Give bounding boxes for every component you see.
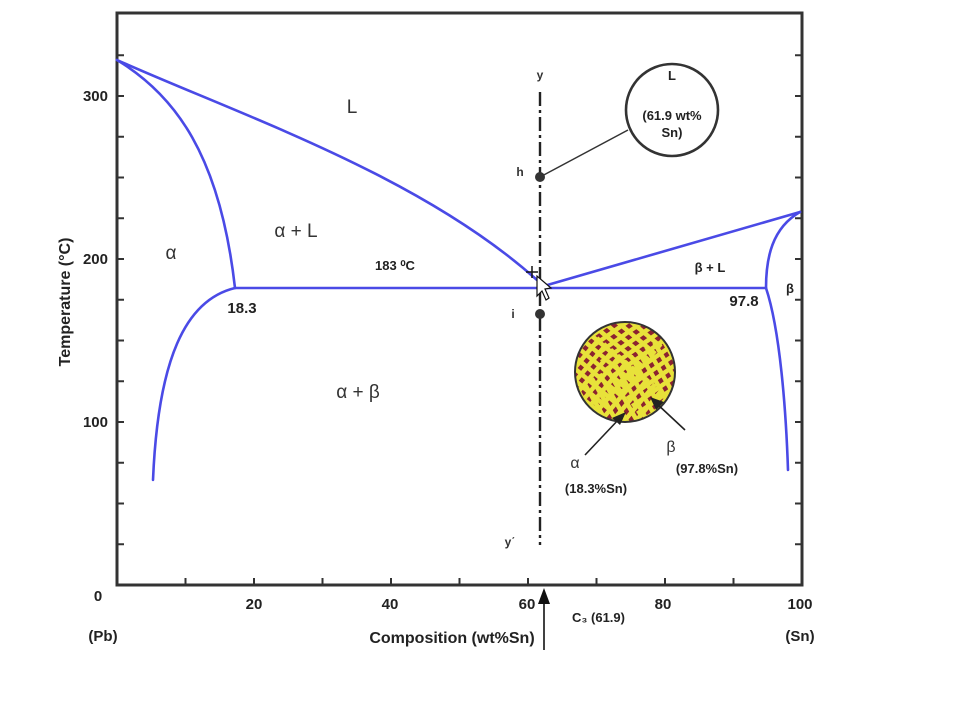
region-alpha-beta: α + β [336, 382, 380, 403]
region-alpha: α [166, 243, 177, 264]
beta-label: β [666, 439, 675, 456]
x-tick-label: 0 [94, 588, 102, 605]
liquid-callout-text-line2: Sn) [662, 125, 683, 140]
y-tick-label: 300 [83, 88, 108, 105]
eutectic-temperature-label: 183 ⁰C [375, 258, 416, 273]
x-tick-label: 60 [519, 596, 536, 613]
alpha-composition: (18.3%Sn) [565, 481, 627, 496]
alpha-lamella [594, 322, 663, 357]
region-alpha-liquid: α + L [274, 221, 317, 242]
alpha-lamella [592, 322, 657, 356]
y-axis-title: Temperature (°C) [57, 238, 74, 367]
alpha-lamella [597, 372, 642, 422]
cursor-icon [526, 266, 553, 301]
eutectic-right-composition: 97.8 [729, 293, 758, 310]
x-tick-label: 20 [246, 596, 263, 613]
x-tick-labels: 0 20 40 60 80 100 [94, 588, 813, 613]
alpha-lamella [601, 382, 657, 422]
liquid-callout-title: L [668, 68, 676, 83]
x-tick-label: 100 [787, 596, 812, 613]
composition-line-top-label: y [537, 68, 544, 82]
liquidus-left [115, 58, 539, 282]
composition-line-bottom-label: y΄ [505, 535, 516, 549]
solvus-left [151, 286, 237, 482]
liquid-callout-leader [539, 129, 629, 178]
y-tick-labels: 100 200 300 [83, 88, 108, 431]
alpha-lamella [584, 322, 653, 342]
alpha-lamella [644, 345, 675, 418]
region-beta-liquid: β + L [695, 260, 726, 275]
alpha-lamella [575, 348, 616, 413]
solidus-left [115, 58, 237, 290]
x-end-label-left: (Pb) [88, 628, 117, 645]
point-i-label: i [511, 307, 514, 321]
alpha-lamella [589, 322, 658, 350]
composition-marker-arrowhead [538, 588, 550, 604]
region-beta: β [786, 281, 794, 296]
x-tick-label: 80 [655, 596, 672, 613]
beta-arrow [654, 401, 686, 431]
x-tick-label: 40 [382, 596, 399, 613]
alpha-lamella [595, 376, 650, 422]
alpha-lamella [575, 336, 602, 401]
microstructure-circle [574, 321, 676, 423]
composition-marker-label: C₃ (61.9) [572, 610, 625, 625]
alpha-lamella [598, 322, 663, 349]
tick-marks [117, 54, 802, 585]
beta-arrowhead [650, 397, 664, 410]
y-tick-label: 100 [83, 414, 108, 431]
beta-composition: (97.8%Sn) [676, 461, 738, 476]
alpha-arrow [584, 417, 621, 456]
solidus-right [764, 210, 802, 290]
liquid-callout-text-line1: (61.9 wt% [642, 108, 702, 123]
point-i [535, 309, 545, 319]
x-axis-title: Composition (wt%Sn) [369, 630, 534, 647]
liquid-callout-circle [624, 62, 720, 158]
solvus-right [764, 286, 790, 472]
eutectic-left-composition: 18.3 [227, 300, 256, 317]
x-end-label-right: (Sn) [785, 628, 814, 645]
region-liquid: L [347, 97, 358, 118]
alpha-label: α [570, 455, 579, 472]
y-tick-label: 200 [83, 251, 108, 268]
alpha-lamella [575, 342, 609, 407]
alpha-arrowhead [612, 412, 626, 425]
liquidus-right [535, 210, 802, 290]
point-h-label: h [516, 165, 523, 179]
